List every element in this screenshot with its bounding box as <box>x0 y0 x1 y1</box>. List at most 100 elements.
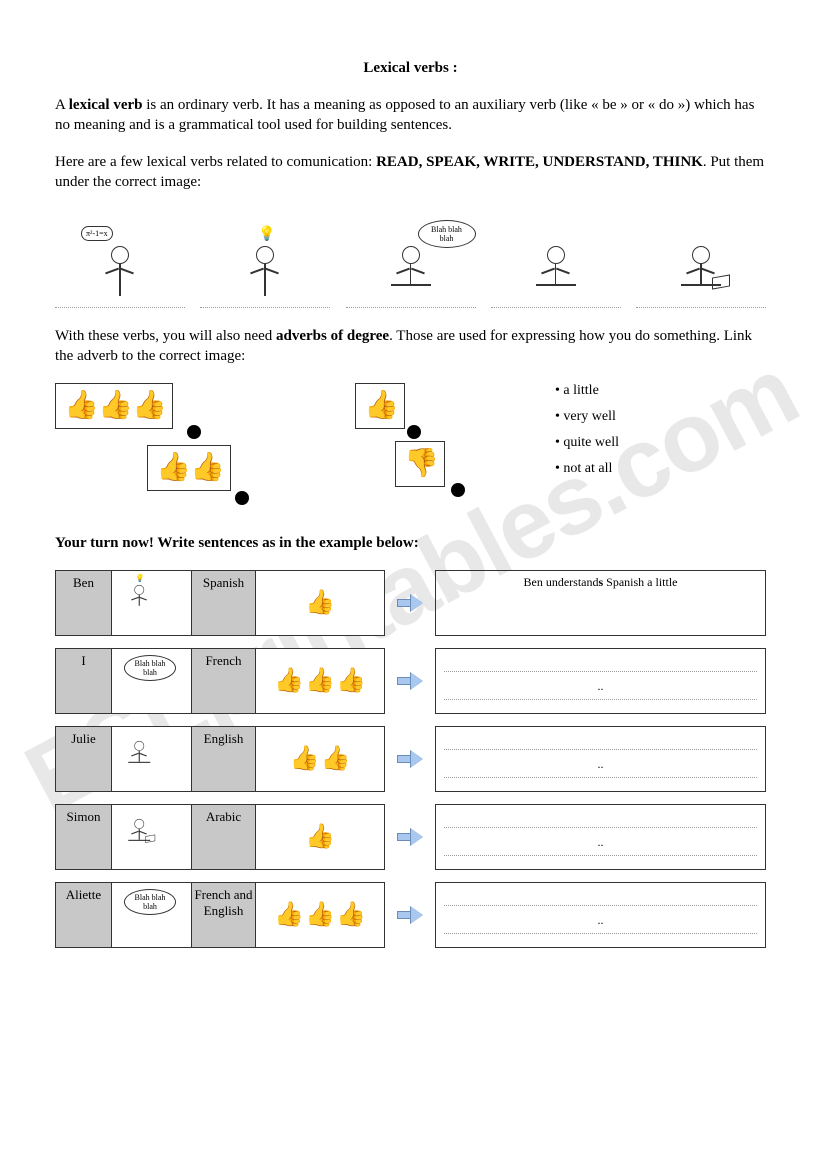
cell-thumbs: 👍 <box>256 571 384 635</box>
match-dot[interactable] <box>235 491 249 505</box>
thumb-up-icon: 👍 <box>305 822 335 851</box>
answer-box[interactable]: .. <box>435 882 766 948</box>
exercise-row: JulieEnglish👍👍.. <box>55 726 766 792</box>
exercise-prompt-cells: I Blah blah blah French👍👍👍 <box>55 648 385 714</box>
thumb-up-icon: 👍 <box>190 452 222 484</box>
thumbs-group-left: 👍 👍 👍 👍 👍 <box>55 383 315 513</box>
cell-verb-image <box>112 727 192 791</box>
inst1-bold: READ, SPEAK, WRITE, UNDERSTAND, THINK <box>376 154 703 170</box>
cell-name: I <box>56 649 112 713</box>
arrow-right-icon <box>397 673 423 689</box>
thumbs-box-2[interactable]: 👍 👍 <box>147 445 231 491</box>
thumb-up-icon: 👍 <box>364 390 396 422</box>
verb-image-read <box>636 228 766 303</box>
answer-line[interactable] <box>636 307 766 308</box>
answer-box[interactable]: .. <box>435 726 766 792</box>
thought-bubble: π²-1=x <box>81 226 113 241</box>
match-dot[interactable] <box>451 483 465 497</box>
mini-figure: 💡 <box>120 575 159 616</box>
thumb-up-icon: 👍 <box>64 390 96 422</box>
answer-line[interactable] <box>55 307 185 308</box>
adverb-item[interactable]: quite well <box>555 435 619 451</box>
verb-image-write <box>491 228 621 303</box>
inst2-bold: adverbs of degree <box>276 328 389 344</box>
exercise-row: Ben💡 Spanish 👍 Ben understands Spanish a li… <box>55 570 766 636</box>
exercise-prompt-cells: Ben💡 Spanish 👍 <box>55 570 385 636</box>
verb-image-understand: 💡 <box>200 228 330 303</box>
cell-language: French and English <box>192 883 256 947</box>
arrow-right-icon <box>397 829 423 845</box>
adverb-list: a little very well quite well not at all <box>555 383 619 487</box>
thumb-up-icon: 👍 <box>305 666 335 695</box>
cell-thumbs: 👍👍👍 <box>256 649 384 713</box>
thumbs-box-down[interactable]: 👎 <box>395 441 445 487</box>
intro-bold: lexical verb <box>69 97 143 113</box>
answer-line[interactable] <box>346 307 476 308</box>
answer-box[interactable]: .. <box>435 804 766 870</box>
speech-bubble: Blah blah blah <box>124 889 176 915</box>
adverb-matching-section: 👍 👍 👍 👍 👍 👍 👎 a little very well <box>55 383 766 513</box>
adverb-item[interactable]: not at all <box>555 461 619 477</box>
speech-bubble: Blah blah blah <box>418 220 476 248</box>
adverb-item[interactable]: very well <box>555 409 619 425</box>
match-dot[interactable] <box>407 425 421 439</box>
arrow-right-icon <box>397 595 423 611</box>
thumb-up-icon: 👍 <box>336 900 366 929</box>
thumb-up-icon: 👍 <box>132 390 164 422</box>
intro-paragraph: A lexical verb is an ordinary verb. It h… <box>55 95 766 136</box>
verb-image-think: π²-1=x <box>55 228 185 303</box>
thumb-up-icon: 👍 <box>305 900 335 929</box>
cell-language: Arabic <box>192 805 256 869</box>
arrow-right-icon <box>397 751 423 767</box>
thumb-up-icon: 👍 <box>274 666 304 695</box>
arrow-right-icon <box>397 907 423 923</box>
verb-answer-lines <box>55 307 766 308</box>
cell-verb-image: Blah blah blah <box>112 883 192 947</box>
cell-name: Ben <box>56 571 112 635</box>
exercise-prompt: Your turn now! Write sentences as in the… <box>55 535 766 552</box>
adverb-item[interactable]: a little <box>555 383 619 399</box>
answer-line[interactable] <box>200 307 330 308</box>
match-dot[interactable] <box>187 425 201 439</box>
thumb-up-icon: 👍 <box>305 588 335 617</box>
cell-language: French <box>192 649 256 713</box>
worksheet-content: Lexical verbs : A lexical verb is an ord… <box>55 60 766 948</box>
page-title: Lexical verbs : <box>55 60 766 77</box>
cell-verb-image: Blah blah blah <box>112 649 192 713</box>
mini-figure <box>120 809 159 850</box>
cell-verb-image: 💡 <box>112 571 192 635</box>
exercise-rows: Ben💡 Spanish 👍 Ben understands Spanish a li… <box>55 570 766 948</box>
verb-images-row: π²-1=x 💡 Blah blah blah <box>55 208 766 303</box>
intro-p2: is an ordinary verb. It has a meaning as… <box>55 97 754 133</box>
arrow-cell <box>385 726 435 792</box>
thumb-up-icon: 👍 <box>321 744 351 773</box>
thumb-down-icon: 👎 <box>404 448 436 480</box>
cell-name: Julie <box>56 727 112 791</box>
thumb-up-icon: 👍 <box>274 900 304 929</box>
arrow-cell <box>385 804 435 870</box>
arrow-cell <box>385 882 435 948</box>
thumb-up-icon: 👍 <box>98 390 130 422</box>
cell-name: Simon <box>56 805 112 869</box>
exercise-prompt-cells: JulieEnglish👍👍 <box>55 726 385 792</box>
mini-figure <box>120 731 159 772</box>
instruction-2: With these verbs, you will also need adv… <box>55 326 766 367</box>
answer-box[interactable]: Ben understands Spanish a little <box>435 570 766 636</box>
exercise-row: I Blah blah blah French👍👍👍.. <box>55 648 766 714</box>
cell-language: Spanish <box>192 571 256 635</box>
arrow-cell <box>385 648 435 714</box>
cell-name: Aliette <box>56 883 112 947</box>
lightbulb-icon: 💡 <box>258 226 275 243</box>
cell-thumbs: 👍👍 <box>256 727 384 791</box>
example-answer: Ben understands Spanish a little <box>524 575 678 589</box>
thumbs-box-1[interactable]: 👍 <box>355 383 405 429</box>
intro-p1: A <box>55 97 69 113</box>
cell-thumbs: 👍👍👍 <box>256 883 384 947</box>
instruction-1: Here are a few lexical verbs related to … <box>55 152 766 193</box>
thumbs-box-3[interactable]: 👍 👍 👍 <box>55 383 173 429</box>
speech-bubble: Blah blah blah <box>124 655 176 681</box>
answer-line[interactable] <box>491 307 621 308</box>
verb-image-speak: Blah blah blah <box>346 228 476 303</box>
cell-verb-image <box>112 805 192 869</box>
answer-box[interactable]: .. <box>435 648 766 714</box>
